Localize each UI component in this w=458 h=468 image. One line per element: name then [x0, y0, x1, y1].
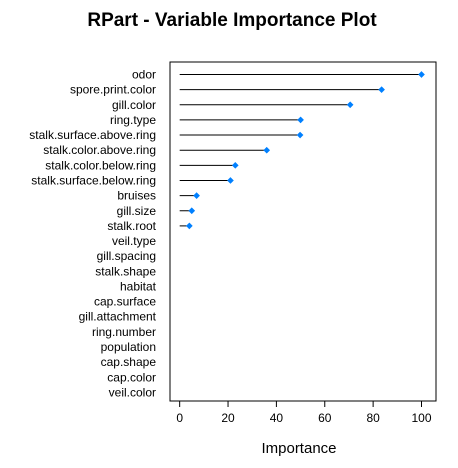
data-point [231, 162, 239, 169]
category-label: stalk.surface.below.ring [31, 173, 156, 187]
category-label: stalk.shape [95, 264, 156, 278]
data-point [193, 192, 200, 199]
data-point [263, 146, 271, 154]
data-point [346, 101, 354, 109]
category-label: ring.number [92, 325, 156, 339]
category-label: gill.spacing [97, 249, 156, 263]
x-tick-label: 100 [411, 411, 431, 425]
category-label: habitat [120, 279, 157, 293]
category-label: stalk.color.below.ring [45, 158, 156, 172]
category-label: stalk.root [107, 219, 156, 233]
category-label: gill.attachment [79, 310, 157, 324]
category-label: veil.type [112, 234, 156, 248]
category-label: cap.shape [101, 355, 157, 369]
category-label: spore.print.color [70, 83, 156, 97]
category-label: cap.color [107, 370, 156, 384]
data-point [296, 131, 304, 139]
category-label: stalk.color.above.ring [43, 143, 156, 157]
x-tick-label: 80 [366, 411, 380, 425]
chart-title: RPart - Variable Importance Plot [87, 10, 377, 31]
x-tick-label: 40 [270, 411, 284, 425]
x-tick-label: 20 [221, 411, 235, 425]
data-point [188, 207, 196, 215]
plot-frame [169, 61, 437, 402]
data-point [297, 116, 304, 124]
data-point [378, 86, 385, 93]
category-label: odor [132, 68, 156, 82]
category-label: population [101, 340, 156, 354]
category-label: bruises [117, 189, 156, 203]
category-label: gill.size [117, 204, 157, 218]
data-point [227, 177, 234, 184]
y-axis-labels: odorspore.print.colorgill.colorring.type… [29, 68, 156, 400]
x-axis-title: Importance [261, 440, 336, 457]
x-tick-label: 60 [318, 411, 332, 425]
category-label: stalk.surface.above.ring [29, 128, 156, 142]
data-point [418, 71, 425, 78]
category-label: cap.surface [94, 295, 156, 309]
category-label: veil.color [109, 385, 156, 399]
x-axis: 0 20 40 60 80 100 [176, 401, 432, 425]
x-tick-label: 0 [176, 411, 183, 425]
category-label: ring.type [110, 113, 156, 127]
data-marks [179, 71, 425, 230]
category-label: gill.color [112, 98, 156, 112]
data-point [186, 222, 193, 230]
